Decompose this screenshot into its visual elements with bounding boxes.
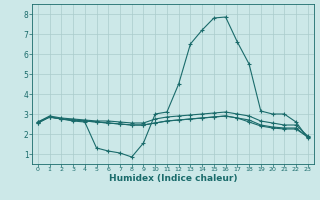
X-axis label: Humidex (Indice chaleur): Humidex (Indice chaleur): [108, 174, 237, 183]
